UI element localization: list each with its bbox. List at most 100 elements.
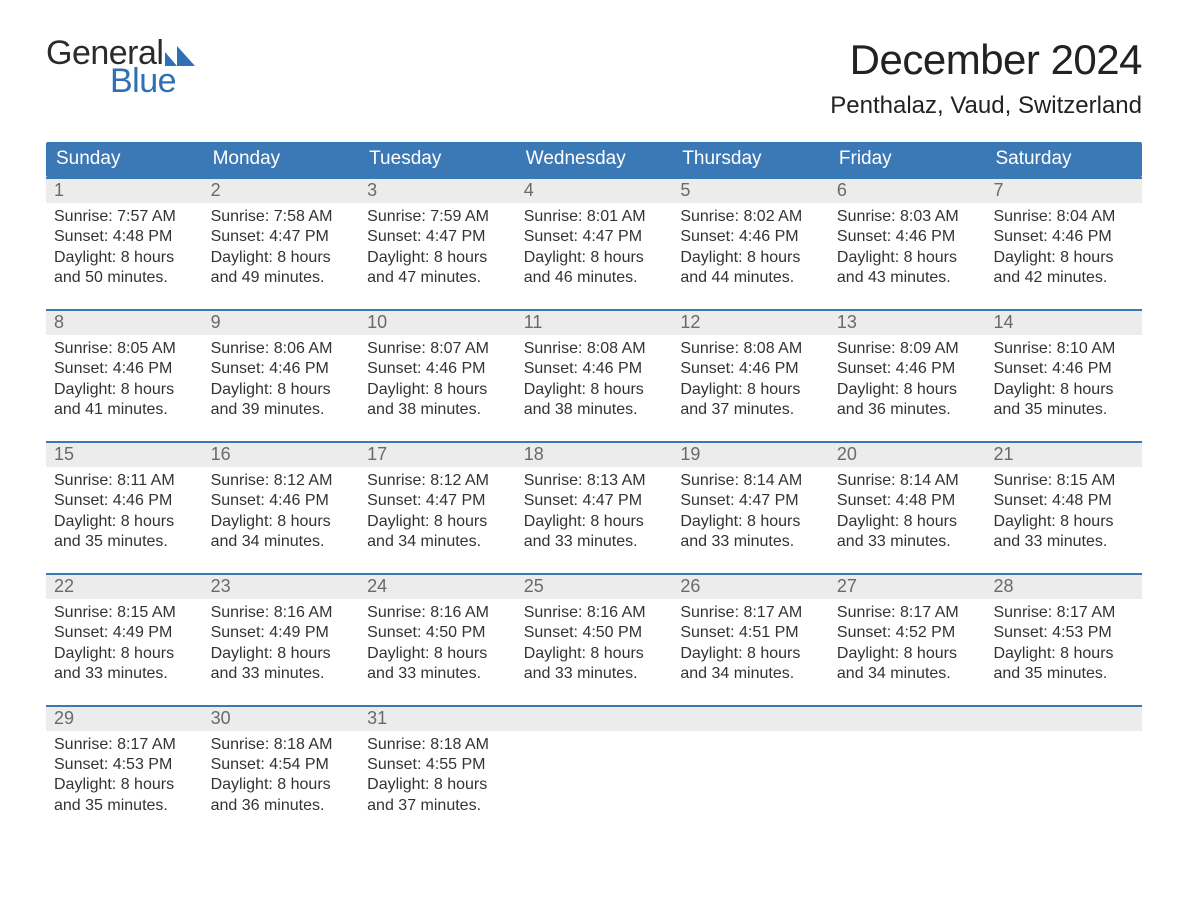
day-sunset: Sunset: 4:46 PM	[680, 227, 821, 247]
day-sunset: Sunset: 4:47 PM	[367, 491, 508, 511]
day-sunset: Sunset: 4:46 PM	[993, 359, 1134, 379]
day-dl1: Daylight: 8 hours	[367, 380, 508, 400]
month-title: December 2024	[830, 36, 1142, 84]
day-sunrise: Sunrise: 8:15 AM	[54, 603, 195, 623]
day-sunrise: Sunrise: 8:04 AM	[993, 207, 1134, 227]
day-dl2: and 33 minutes.	[993, 532, 1134, 552]
day-dl1: Daylight: 8 hours	[680, 248, 821, 268]
day-details: Sunrise: 8:16 AMSunset: 4:50 PMDaylight:…	[359, 599, 516, 685]
day-details: Sunrise: 8:06 AMSunset: 4:46 PMDaylight:…	[203, 335, 360, 421]
day-details: Sunrise: 8:12 AMSunset: 4:46 PMDaylight:…	[203, 467, 360, 553]
week-row: 293031 Sunrise: 8:17 AMSunset: 4:53 PMDa…	[46, 705, 1142, 817]
day-sunrise: Sunrise: 8:15 AM	[993, 471, 1134, 491]
day-sunset: Sunset: 4:49 PM	[54, 623, 195, 643]
logo: General Blue	[46, 36, 195, 98]
day-number	[672, 707, 829, 731]
day-dl2: and 36 minutes.	[837, 400, 978, 420]
day-details: Sunrise: 8:18 AMSunset: 4:55 PMDaylight:…	[359, 731, 516, 817]
header: General Blue December 2024 Penthalaz, Va…	[46, 36, 1142, 120]
weekday-cell: Thursday	[672, 142, 829, 177]
day-dl1: Daylight: 8 hours	[524, 644, 665, 664]
day-number: 6	[829, 179, 986, 203]
day-details: Sunrise: 8:03 AMSunset: 4:46 PMDaylight:…	[829, 203, 986, 289]
day-sunrise: Sunrise: 8:08 AM	[680, 339, 821, 359]
day-dl1: Daylight: 8 hours	[837, 380, 978, 400]
day-dl2: and 35 minutes.	[993, 664, 1134, 684]
day-dl1: Daylight: 8 hours	[211, 248, 352, 268]
day-number: 15	[46, 443, 203, 467]
weekday-header-row: Sunday Monday Tuesday Wednesday Thursday…	[46, 142, 1142, 177]
day-number: 21	[985, 443, 1142, 467]
day-details-row: Sunrise: 8:05 AMSunset: 4:46 PMDaylight:…	[46, 335, 1142, 421]
day-dl1: Daylight: 8 hours	[524, 380, 665, 400]
day-sunrise: Sunrise: 8:17 AM	[54, 735, 195, 755]
day-sunrise: Sunrise: 8:12 AM	[367, 471, 508, 491]
day-details: Sunrise: 8:11 AMSunset: 4:46 PMDaylight:…	[46, 467, 203, 553]
day-sunset: Sunset: 4:46 PM	[367, 359, 508, 379]
day-number	[985, 707, 1142, 731]
day-dl2: and 35 minutes.	[54, 796, 195, 816]
day-number: 26	[672, 575, 829, 599]
day-dl2: and 35 minutes.	[993, 400, 1134, 420]
day-number: 23	[203, 575, 360, 599]
day-sunrise: Sunrise: 8:06 AM	[211, 339, 352, 359]
day-dl1: Daylight: 8 hours	[680, 512, 821, 532]
day-dl2: and 44 minutes.	[680, 268, 821, 288]
day-sunrise: Sunrise: 8:09 AM	[837, 339, 978, 359]
day-details	[829, 731, 986, 817]
day-dl1: Daylight: 8 hours	[367, 775, 508, 795]
day-details: Sunrise: 8:17 AMSunset: 4:53 PMDaylight:…	[985, 599, 1142, 685]
day-sunrise: Sunrise: 8:03 AM	[837, 207, 978, 227]
day-sunset: Sunset: 4:47 PM	[524, 227, 665, 247]
day-number	[516, 707, 673, 731]
day-sunrise: Sunrise: 8:14 AM	[680, 471, 821, 491]
day-number: 30	[203, 707, 360, 731]
day-dl1: Daylight: 8 hours	[993, 644, 1134, 664]
day-sunrise: Sunrise: 8:05 AM	[54, 339, 195, 359]
weekday-cell: Saturday	[985, 142, 1142, 177]
day-dl2: and 38 minutes.	[524, 400, 665, 420]
day-details: Sunrise: 8:10 AMSunset: 4:46 PMDaylight:…	[985, 335, 1142, 421]
day-number-row: 293031	[46, 705, 1142, 731]
day-sunset: Sunset: 4:46 PM	[54, 491, 195, 511]
day-number: 10	[359, 311, 516, 335]
day-details: Sunrise: 8:15 AMSunset: 4:48 PMDaylight:…	[985, 467, 1142, 553]
day-number: 19	[672, 443, 829, 467]
day-dl2: and 34 minutes.	[680, 664, 821, 684]
day-sunrise: Sunrise: 8:11 AM	[54, 471, 195, 491]
day-details-row: Sunrise: 7:57 AMSunset: 4:48 PM Daylight:…	[46, 203, 1142, 289]
calendar-grid: Sunday Monday Tuesday Wednesday Thursday…	[46, 142, 1142, 816]
day-dl1: Daylight: 8 hours	[367, 248, 508, 268]
day-dl1: Daylight: 8 hours	[680, 380, 821, 400]
day-sunset: Sunset: 4:54 PM	[211, 755, 352, 775]
day-sunrise: Sunrise: 8:14 AM	[837, 471, 978, 491]
day-details: Sunrise: 8:17 AMSunset: 4:51 PMDaylight:…	[672, 599, 829, 685]
day-number-row: 22232425262728	[46, 573, 1142, 599]
day-sunrise: Sunrise: 8:16 AM	[524, 603, 665, 623]
day-dl2: and 33 minutes.	[524, 664, 665, 684]
day-details-row: Sunrise: 8:17 AMSunset: 4:53 PMDaylight:…	[46, 731, 1142, 817]
day-details: Sunrise: 8:17 AMSunset: 4:52 PMDaylight:…	[829, 599, 986, 685]
day-number: 12	[672, 311, 829, 335]
day-sunrise: Sunrise: 8:10 AM	[993, 339, 1134, 359]
week-row: 891011121314Sunrise: 8:05 AMSunset: 4:46…	[46, 309, 1142, 421]
day-sunset: Sunset: 4:48 PM	[54, 227, 195, 247]
day-dl1: Daylight: 8 hours	[993, 512, 1134, 532]
day-sunset: Sunset: 4:46 PM	[211, 491, 352, 511]
day-dl1: Daylight: 8 hours	[54, 775, 195, 795]
logo-word-blue: Blue	[110, 64, 195, 98]
day-number: 22	[46, 575, 203, 599]
day-details: Sunrise: 8:02 AMSunset: 4:46 PMDaylight:…	[672, 203, 829, 289]
day-sunrise: Sunrise: 8:18 AM	[367, 735, 508, 755]
day-sunrise: Sunrise: 8:02 AM	[680, 207, 821, 227]
day-sunset: Sunset: 4:47 PM	[524, 491, 665, 511]
day-details: Sunrise: 8:13 AMSunset: 4:47 PMDaylight:…	[516, 467, 673, 553]
day-dl2: and 46 minutes.	[524, 268, 665, 288]
day-sunrise: Sunrise: 7:57 AM	[54, 207, 195, 227]
day-number-row: 1234567	[46, 177, 1142, 203]
day-sunset: Sunset: 4:50 PM	[524, 623, 665, 643]
day-number: 8	[46, 311, 203, 335]
day-dl2: and 42 minutes.	[993, 268, 1134, 288]
day-dl2: and 33 minutes.	[837, 532, 978, 552]
day-details-row: Sunrise: 8:15 AMSunset: 4:49 PM Daylight:…	[46, 599, 1142, 685]
